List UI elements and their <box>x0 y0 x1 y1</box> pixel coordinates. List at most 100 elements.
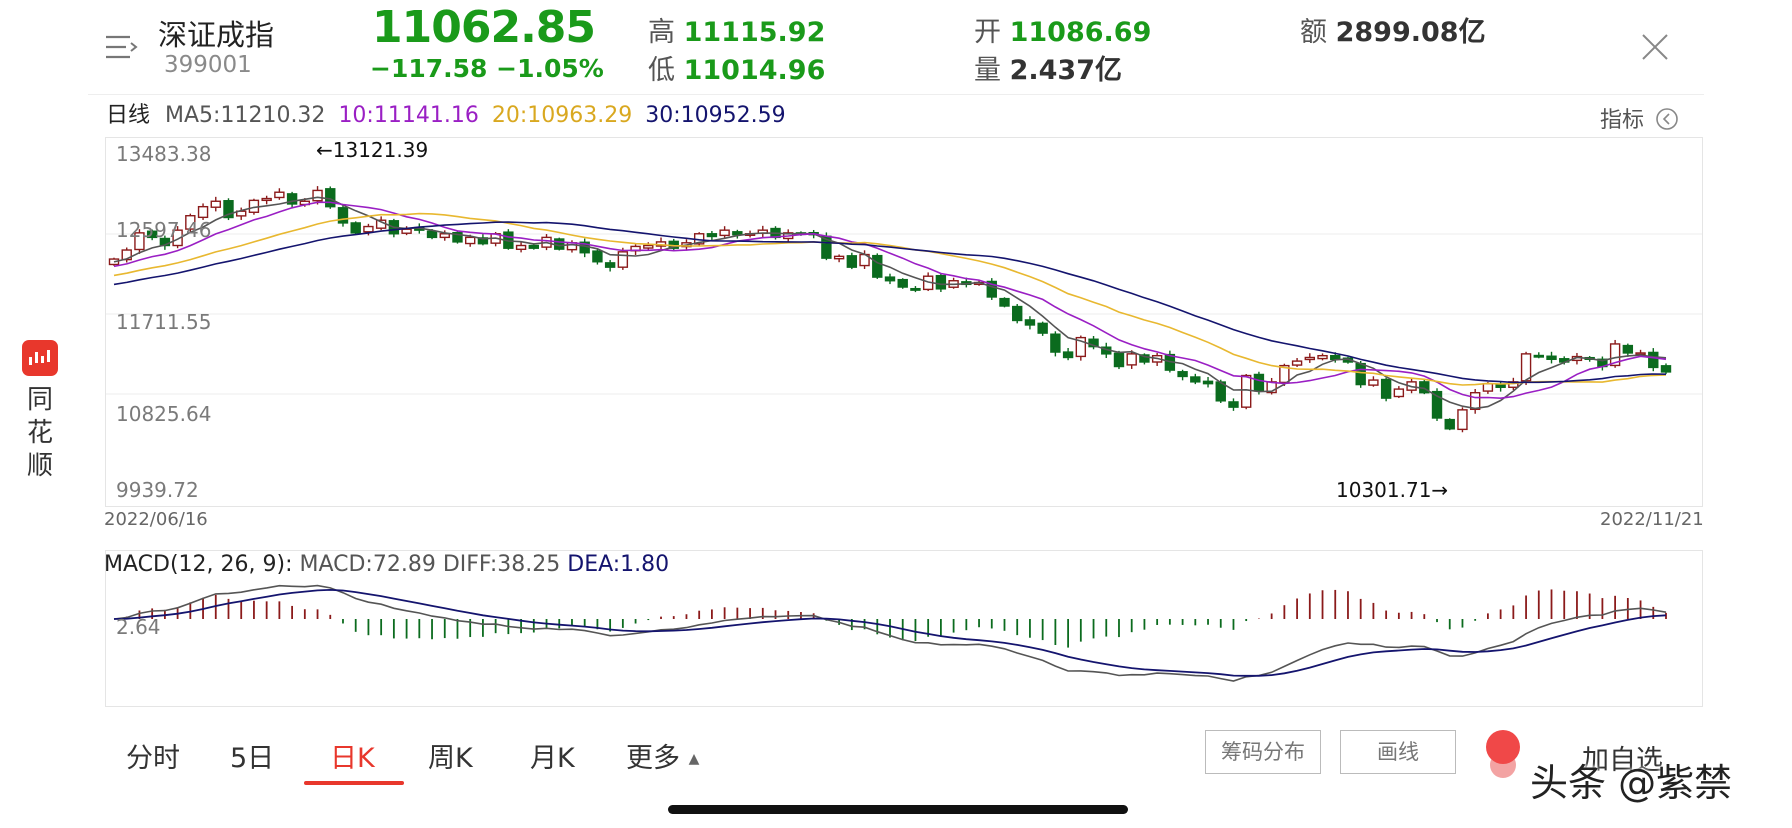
home-indicator[interactable] <box>668 805 1128 814</box>
kline-chart[interactable]: 13483.38 12597.46 11711.55 10825.64 9939… <box>105 137 1703 507</box>
x-end-date: 2022/11/21 <box>1600 509 1704 530</box>
candle <box>910 287 921 291</box>
candle <box>1495 384 1506 388</box>
tab-intraday[interactable]: 分时 <box>126 743 180 774</box>
candle <box>592 250 603 263</box>
candle <box>1202 380 1214 385</box>
y-tick-label: 13483.38 <box>116 142 212 166</box>
candle <box>350 222 361 234</box>
candle <box>833 255 845 260</box>
candle <box>999 297 1010 307</box>
header-divider <box>88 94 1704 95</box>
candle <box>554 238 565 250</box>
candle <box>363 225 374 233</box>
index-code: 399001 <box>164 52 252 78</box>
candle <box>261 197 272 202</box>
brand-sidebar: 同 花 顺 <box>22 340 62 483</box>
macd-legend: MACD(12, 26, 9): MACD:72.89 DIFF:38.25 D… <box>104 552 669 577</box>
chevron-left-circle-icon <box>1656 108 1678 130</box>
tab-more[interactable]: 更多 ▲ <box>626 736 699 775</box>
candle <box>706 233 718 238</box>
candle <box>1546 355 1557 360</box>
candle <box>897 278 908 288</box>
candle <box>1113 352 1125 368</box>
brand-char: 花 <box>26 418 53 448</box>
tab-monthly-k[interactable]: 月K <box>530 743 575 774</box>
y-tick-label: 9939.72 <box>116 478 199 502</box>
candle <box>1190 376 1201 383</box>
ma5-label: MA5:11210.32 <box>165 103 326 128</box>
candle <box>1482 382 1494 392</box>
tab-more-label: 更多 <box>626 743 680 774</box>
volume-value: 2.437亿 <box>1009 55 1122 86</box>
brand-char: 同 <box>26 385 53 415</box>
candle <box>719 229 730 237</box>
brand-logo-icon <box>22 340 58 376</box>
candle <box>197 205 209 219</box>
candle <box>1622 344 1634 354</box>
current-price: 11062.85 <box>372 2 596 53</box>
tab-5day[interactable]: 5日 <box>230 743 275 774</box>
macd-chart[interactable]: 2.64 <box>105 550 1703 707</box>
draw-line-button[interactable]: 画线 <box>1340 730 1456 774</box>
candle <box>732 231 743 236</box>
candle <box>337 207 349 224</box>
candle <box>426 230 438 239</box>
menu-icon[interactable] <box>104 34 138 60</box>
diff-value: DIFF:38.25 <box>442 552 561 577</box>
candle <box>312 189 323 202</box>
low-value: 11014.96 <box>683 55 826 86</box>
candle <box>1355 362 1366 386</box>
candle <box>872 254 883 278</box>
add-to-watchlist-button[interactable]: 加自选 <box>1582 745 1663 776</box>
candle <box>1520 353 1532 382</box>
candle <box>1291 360 1303 366</box>
tab-weekly-k[interactable]: 周K <box>428 743 473 774</box>
candle <box>515 244 527 251</box>
candle <box>1126 353 1137 366</box>
open-label: 开 <box>974 17 1001 48</box>
macd-svg <box>113 584 1667 682</box>
candle <box>643 244 654 249</box>
candle <box>1177 371 1188 378</box>
candle <box>1330 354 1341 360</box>
low-stat: 低 11014.96 <box>648 48 825 87</box>
candle <box>1050 333 1061 353</box>
candle <box>477 237 489 245</box>
candle <box>452 231 463 243</box>
amount-stat: 额 2899.08亿 <box>1300 10 1486 49</box>
candle <box>1228 401 1239 408</box>
close-icon[interactable] <box>1640 32 1670 62</box>
y-tick-label: 10825.64 <box>116 402 212 426</box>
candle <box>223 200 234 219</box>
candle <box>935 274 947 290</box>
candle <box>1024 319 1036 326</box>
candle <box>1457 409 1468 431</box>
candle <box>1431 390 1443 419</box>
quote-header: 深证成指 399001 11062.85 −117.58 −1.05% 高 11… <box>0 0 1792 95</box>
candle <box>1444 418 1455 430</box>
candle <box>604 262 616 268</box>
ma10-line <box>113 201 1667 400</box>
candle <box>439 233 450 239</box>
candle <box>1317 354 1328 360</box>
tab-daily-k[interactable]: 日K <box>330 743 375 774</box>
open-stat: 开 11086.69 <box>974 10 1151 49</box>
candle <box>1062 351 1074 359</box>
ma10-label: 10:11141.16 <box>338 103 479 128</box>
candle <box>846 255 858 268</box>
volume-stat: 量 2.437亿 <box>974 48 1122 87</box>
chip-distribution-button[interactable]: 筹码分布 <box>1205 730 1321 774</box>
candle <box>884 276 896 282</box>
y-tick-label: 12597.46 <box>116 218 212 242</box>
diff-line <box>113 584 1667 682</box>
indicator-toggle[interactable]: 指标 <box>1600 102 1679 134</box>
brand-name: 同 花 顺 <box>22 384 58 483</box>
macd-title: MACD(12, 26, 9): <box>104 552 293 577</box>
high-stat: 高 11115.92 <box>648 10 825 49</box>
candle <box>1240 374 1252 408</box>
candle <box>1380 378 1392 399</box>
min-annotation: 10301.71→ <box>1336 478 1449 502</box>
candle <box>1660 365 1672 373</box>
caret-up-icon: ▲ <box>688 751 700 767</box>
